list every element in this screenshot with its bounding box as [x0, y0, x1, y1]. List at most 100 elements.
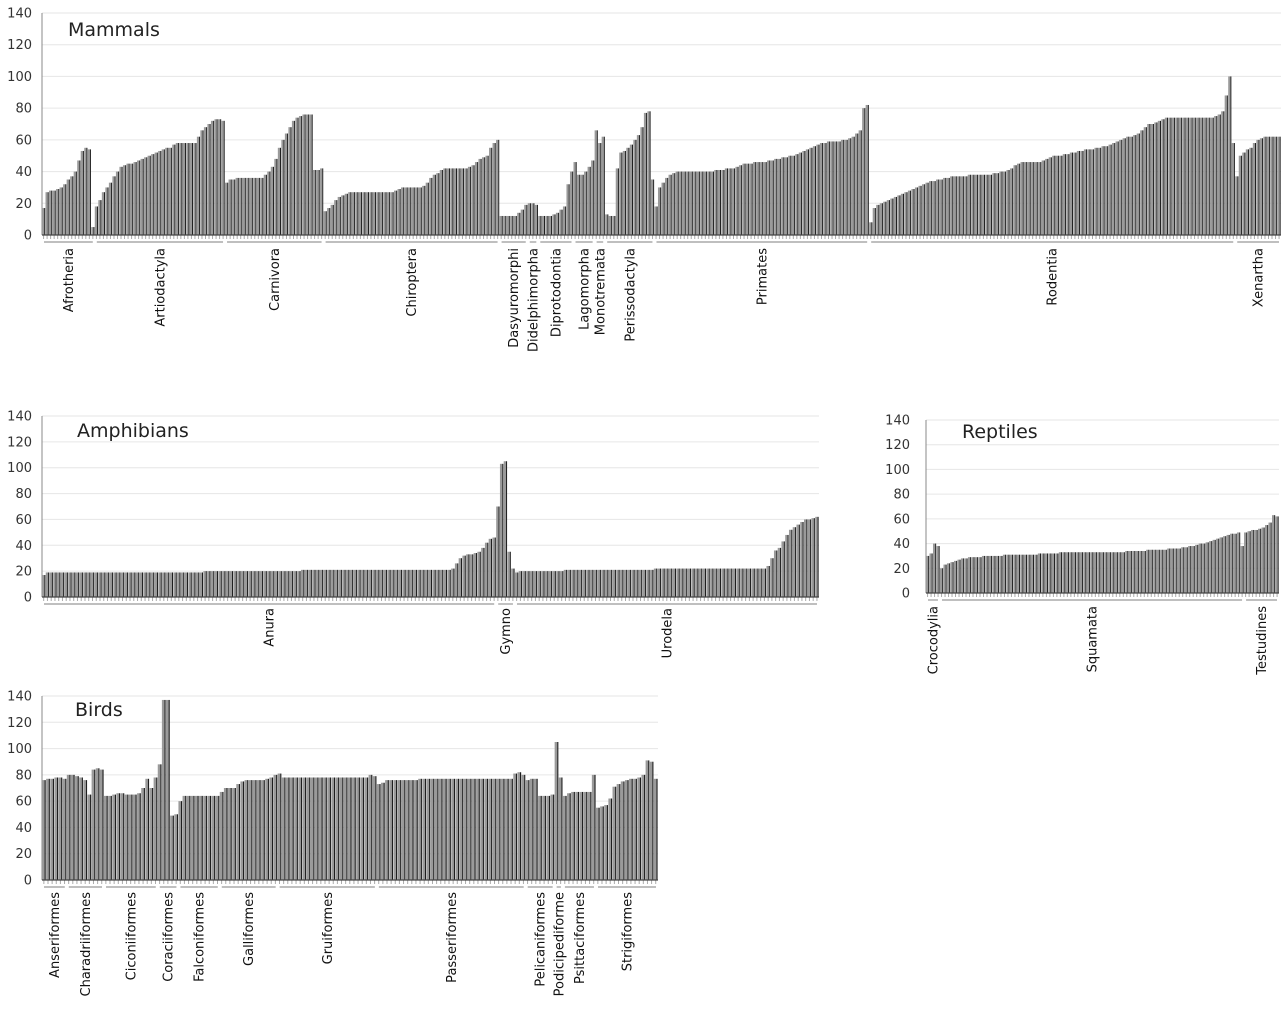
mammals-bar — [422, 185, 425, 235]
mammals-bar — [900, 193, 904, 235]
mammals-bar — [52, 190, 55, 235]
mammals-bar — [137, 160, 140, 235]
mammals-bar-shadow — [294, 120, 296, 235]
mammals-bar — [580, 174, 583, 235]
mammals-bar — [1002, 171, 1006, 235]
mammals-bar-shadow — [544, 215, 545, 235]
mammals-bar-shadow — [526, 204, 528, 235]
birds-bar-shadow — [577, 791, 580, 880]
birds-bar-shadow — [619, 784, 621, 880]
mammals-bar — [91, 227, 94, 235]
birds-bar — [505, 778, 508, 880]
mammals-bar-shadow — [199, 136, 201, 235]
mammals-bar — [1161, 119, 1164, 235]
amphibians-bar-shadow — [307, 569, 309, 597]
amphibians-bar — [357, 569, 360, 597]
amphibians-bar-shadow — [269, 571, 271, 597]
mammals-bar-shadow — [1230, 76, 1232, 236]
birds-bar — [591, 774, 595, 880]
amphibians-bar — [725, 568, 728, 597]
mammals-bar-shadow — [399, 189, 401, 235]
amphibians-bar — [646, 569, 649, 597]
mammals-bar-shadow — [315, 169, 317, 235]
amphibians-bar — [762, 568, 766, 597]
mammals-bar — [774, 158, 777, 235]
mammals-bar-shadow — [966, 176, 968, 235]
birds-title: Birds — [75, 699, 123, 721]
mammals-bar — [415, 187, 418, 235]
mammals-bar — [781, 157, 784, 235]
birds-bar-shadow — [457, 778, 460, 880]
reptiles-y-tick-label: 140 — [885, 414, 910, 429]
mammals-bar — [844, 139, 847, 235]
mammals-bar — [1228, 76, 1231, 236]
mammals-bar-shadow — [892, 198, 894, 235]
birds-bar-shadow — [594, 774, 596, 880]
reptiles-bar-shadow — [1186, 547, 1188, 593]
birds-bar — [157, 764, 161, 880]
birds-bar-shadow — [573, 791, 575, 880]
amphibians-bar — [308, 569, 311, 597]
mammals-bar — [281, 139, 284, 235]
reptiles-bar — [1188, 546, 1191, 593]
mammals-bar-shadow — [135, 162, 137, 235]
mammals-bar — [256, 177, 259, 235]
mammals-bar-shadow — [624, 150, 626, 235]
mammals-bar — [295, 117, 298, 235]
amphibians-bar-shadow — [359, 569, 361, 597]
amphibians-bar-shadow — [89, 572, 91, 597]
amphibians-bar — [210, 571, 214, 597]
amphibians-bar-shadow — [719, 568, 722, 597]
mammals-bar-shadow — [955, 176, 957, 235]
mammals-bar-shadow — [1096, 147, 1098, 235]
mammals-bar — [362, 192, 365, 235]
birds-bar-shadow — [371, 774, 373, 880]
reptiles-bar — [950, 562, 953, 593]
amphibians-bar — [552, 571, 555, 597]
amphibians-bar-shadow — [438, 569, 440, 597]
mammals-bar-shadow — [1107, 146, 1109, 235]
reptiles-bar — [1128, 550, 1131, 593]
mammals-bar — [1178, 117, 1182, 235]
birds-bar-shadow — [164, 699, 166, 880]
birds-bar — [608, 798, 611, 880]
mammals-bar — [974, 174, 977, 235]
mammals-bar — [478, 158, 481, 235]
amphibians-bar — [432, 569, 435, 597]
mammals-bar-shadow — [712, 171, 714, 235]
mammals-bar — [397, 189, 400, 235]
amphibians-bar — [177, 572, 180, 597]
amphibians-bar — [807, 519, 811, 597]
mammals-group-label: Primates — [755, 248, 770, 305]
amphibians-bar — [154, 572, 157, 597]
amphibians-bar — [454, 563, 458, 597]
birds-bar-shadow — [561, 777, 563, 880]
birds-bar — [327, 777, 330, 880]
mammals-bar-shadow — [262, 177, 264, 235]
birds-bar — [46, 778, 49, 880]
amphibians-bar — [785, 534, 788, 597]
mammals-bar-shadow — [1272, 136, 1274, 235]
mammals-bar-shadow — [1033, 162, 1035, 235]
mammals-bar-shadow — [82, 150, 84, 235]
birds-bar — [509, 778, 512, 880]
mammals-bar-shadow — [304, 114, 306, 235]
birds-bar-shadow — [300, 777, 303, 880]
mammals-bar — [320, 168, 323, 235]
mammals-bar — [358, 192, 361, 235]
birds-bar — [550, 794, 554, 880]
birds-bar — [352, 777, 355, 880]
birds-bar — [58, 777, 62, 880]
birds-bar-shadow — [395, 780, 398, 880]
reptiles-bar-shadow — [1033, 554, 1034, 593]
mammals-bar — [855, 133, 858, 235]
mammals-bar — [978, 174, 981, 235]
mammals-bar-shadow — [846, 139, 848, 235]
birds-group-label: Gruiformes — [321, 892, 336, 965]
birds-bar — [166, 699, 169, 880]
mammals-bar-shadow — [600, 143, 602, 235]
mammals-bar — [1076, 150, 1080, 235]
amphibians-bar — [597, 569, 600, 597]
mammals-bar-shadow — [339, 196, 341, 235]
mammals-bar-shadow — [466, 168, 468, 235]
